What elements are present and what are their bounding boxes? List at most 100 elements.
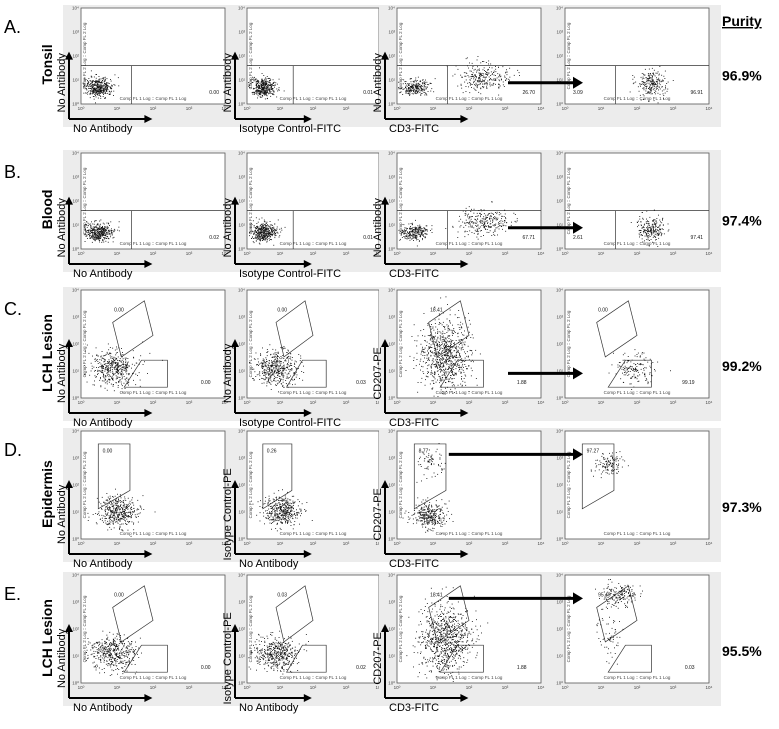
tick-label-y: 10² [388,483,395,488]
row-e: E.LCH Lesion 95.5%10⁰10⁰10¹10¹10²10²10³10… [4,572,762,714]
gate-value: 0.01 [363,90,373,96]
axis-label-x: Isotype Control-FITC [239,268,341,280]
tick-label-y: 10³ [556,600,563,605]
tick-label-y: 10² [556,483,563,488]
tick-label-y: 10³ [388,600,395,605]
tick-label-y: 10³ [388,175,395,180]
row-b: B.Blood 97.4%10⁰10⁰10¹10¹10²10²10³10³10⁴1… [4,150,762,280]
tick-label-y: 10⁴ [388,288,395,293]
tick-label-y: 10⁴ [72,429,79,434]
connector-arrowhead [573,592,583,605]
tick-label-x: 10³ [502,400,509,405]
gate-lower [285,644,327,673]
tick-label-y: 10¹ [238,223,245,228]
tick-label-x: 10³ [343,106,350,111]
purity-value: 97.3% [722,499,762,515]
instrument-axis-x: Comp FL 1 Log :: Comp FL 1 Log [436,96,503,101]
axis-label-y: Isotype Control-PE [222,612,234,704]
tick-label-x: 10⁰ [244,106,251,111]
instrument-axis-x: Comp FL 1 Log :: Comp FL 1 Log [604,241,671,246]
tick-label-x: 10⁴ [706,400,713,405]
tick-label-y: 10⁰ [388,537,395,542]
gate-value: 26.70 [522,90,535,96]
tick-label-y: 10¹ [238,654,245,659]
purity-value: 96.9% [722,68,762,84]
tick-label-y: 10¹ [72,369,79,374]
event-dots [608,349,671,390]
plot-area [80,574,226,684]
tick-label-y: 10⁴ [388,6,395,11]
x-arrowhead [144,694,153,702]
instrument-axis-x: Comp FL 1 Log :: Comp FL 1 Log [436,390,503,395]
y-arrowhead [381,339,389,347]
instrument-axis-x: Comp FL 1 Log :: Comp FL 1 Log [280,675,347,680]
tick-label-y: 10¹ [556,78,563,83]
tick-label-x: 10⁰ [244,400,251,405]
event-dots [630,209,670,247]
gate-single [581,443,615,510]
tick-label-x: 10³ [186,685,193,690]
tick-label-x: 10¹ [598,685,605,690]
x-arrowhead [460,550,469,558]
y-arrowhead [381,51,389,60]
instrument-axis-y: Comp FL 2 Log :: Comp FL 2 Log [82,451,87,518]
tick-label-y: 10² [72,199,79,204]
event-dots [83,630,142,676]
y-arrowhead [65,624,73,632]
gate-upper [112,300,154,358]
tick-label-x: 10² [466,400,473,405]
axis-arrows [68,341,151,414]
instrument-axis-y: Comp FL 2 Log :: Comp FL 2 Log [566,22,571,89]
instrument-axis-x: Comp FL 1 Log :: Comp FL 1 Log [436,241,503,246]
tick-label-y: 10³ [556,315,563,320]
sample-label: LCH Lesion [39,599,55,677]
instrument-axis-x: Comp FL 1 Log :: Comp FL 1 Log [604,96,671,101]
x-arrowhead [303,260,312,268]
tick-label-y: 10³ [238,175,245,180]
axis-arrows [234,482,310,555]
plot-area [564,289,710,399]
tick-label-y: 10² [388,627,395,632]
tick-label-x: 10⁰ [562,685,569,690]
connector-arrowhead [573,76,583,89]
instrument-axis-x: Comp FL 1 Log :: Comp FL 1 Log [120,390,187,395]
tick-label-y: 10⁰ [72,396,79,401]
instrument-axis-x: Comp FL 1 Log :: Comp FL 1 Log [280,531,347,536]
gate-lower [123,644,168,673]
tick-label-y: 10³ [388,315,395,320]
tick-label-y: 10¹ [388,510,395,515]
x-arrowhead [144,409,153,417]
gate-value: 0.00 [277,308,287,314]
tick-label-x: 10² [466,251,473,256]
axis-label-x: CD3-FITC [389,702,439,714]
tick-label-x: 10¹ [114,685,121,690]
x-arrowhead [303,694,312,702]
tick-label-x: 10⁴ [706,251,713,256]
instrument-axis-y: Comp FL 2 Log :: Comp FL 2 Log [566,595,571,662]
gate-value: 95.40 [598,593,611,599]
tick-label-y: 10¹ [72,78,79,83]
instrument-axis-x: Comp FL 1 Log :: Comp FL 1 Log [604,390,671,395]
event-dots [83,341,163,393]
purity-value: 95.5% [722,643,762,659]
axis-arrows [68,482,151,555]
plot-area [396,7,542,105]
tick-label-y: 10⁰ [72,247,79,252]
instrument-axis-x: Comp FL 1 Log :: Comp FL 1 Log [280,96,347,101]
gate-single [97,443,131,510]
tick-label-y: 10⁴ [556,429,563,434]
plot-area [80,289,226,399]
tick-label-x: 10² [150,106,157,111]
axis-label-x: No Antibody [73,417,133,429]
axis-label-x: CD3-FITC [389,268,439,280]
tick-label-x: 10⁰ [394,541,401,546]
tick-label-y: 10⁰ [556,102,563,107]
x-arrowhead [144,260,153,268]
tick-label-x: 10² [150,541,157,546]
tick-label-x: 10⁴ [538,541,545,546]
tick-label-x: 10³ [343,685,350,690]
